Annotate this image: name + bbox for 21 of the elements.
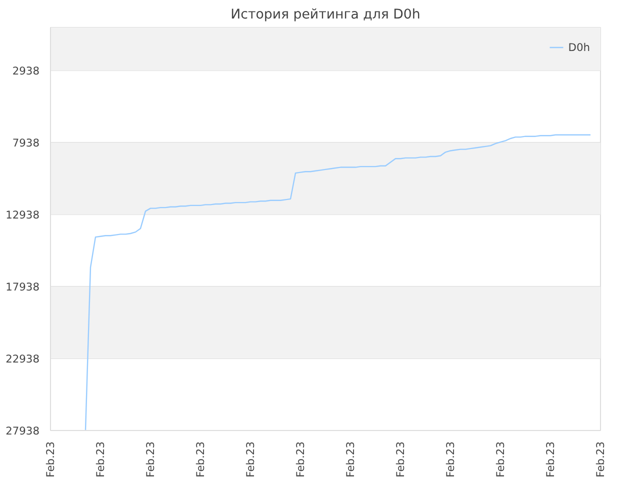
x-tick-label: Feb.23 — [94, 441, 107, 478]
y-tick-label: 27938 — [6, 424, 40, 438]
y-tick-label: 17938 — [6, 280, 40, 294]
y-tick-label: 2938 — [12, 64, 40, 78]
y-tick-label: 12938 — [6, 208, 40, 222]
x-tick-label: Feb.23 — [494, 441, 507, 478]
x-tick-label: Feb.23 — [344, 441, 357, 478]
x-tick-label: Feb.23 — [394, 441, 407, 478]
y-tick-label: 22938 — [6, 352, 40, 366]
y-tick-label: 7938 — [12, 136, 40, 150]
x-tick-label: Feb.23 — [194, 441, 207, 478]
chart-title: История рейтинга для D0h — [230, 8, 420, 22]
x-tick-label: Feb.23 — [144, 441, 157, 478]
x-tick-label: Feb.23 — [244, 441, 257, 478]
x-tick-label: Feb.23 — [444, 441, 457, 478]
x-tick-label: Feb.23 — [594, 441, 607, 478]
x-tick-label: Feb.23 — [544, 441, 557, 478]
x-tick-label: Feb.23 — [44, 441, 57, 478]
line-series — [84, 134, 592, 430]
x-tick-label: Feb.23 — [294, 441, 307, 478]
legend-label: D0h — [568, 40, 590, 54]
